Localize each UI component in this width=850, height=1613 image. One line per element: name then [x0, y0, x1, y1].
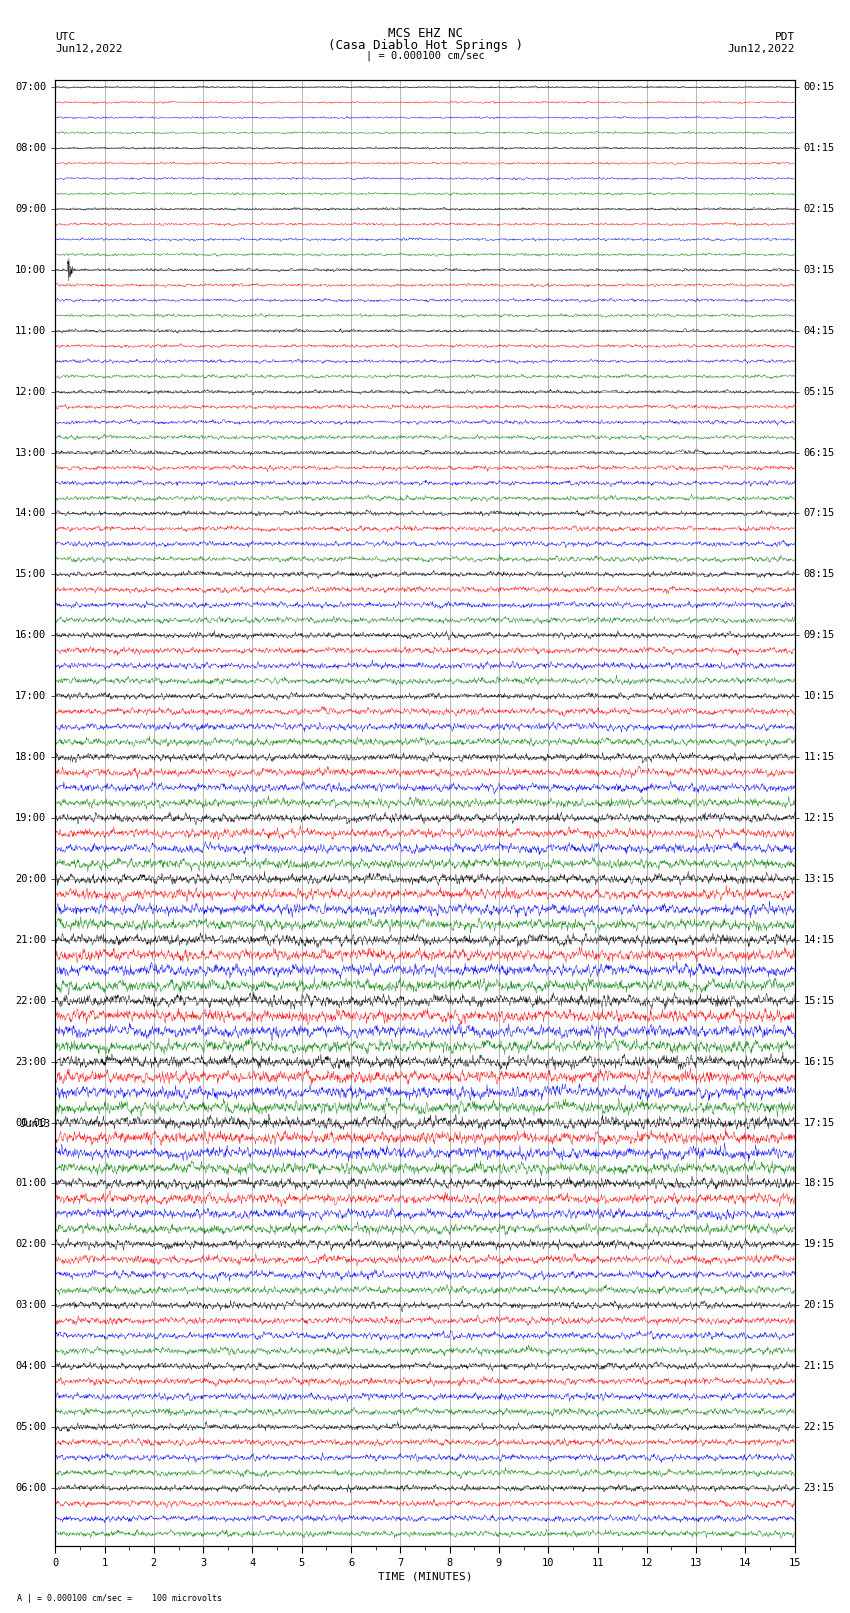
Text: (Casa Diablo Hot Springs ): (Casa Diablo Hot Springs ): [327, 39, 523, 52]
Text: Jun12,2022: Jun12,2022: [55, 44, 122, 53]
Text: UTC: UTC: [55, 32, 76, 42]
Text: PDT: PDT: [774, 32, 795, 42]
Text: Jun12,2022: Jun12,2022: [728, 44, 795, 53]
Text: | = 0.000100 cm/sec: | = 0.000100 cm/sec: [366, 50, 484, 61]
Text: MCS EHZ NC: MCS EHZ NC: [388, 27, 462, 40]
Text: Jun13: Jun13: [20, 1119, 51, 1129]
Text: A | = 0.000100 cm/sec =    100 microvolts: A | = 0.000100 cm/sec = 100 microvolts: [17, 1594, 222, 1603]
X-axis label: TIME (MINUTES): TIME (MINUTES): [377, 1573, 473, 1582]
